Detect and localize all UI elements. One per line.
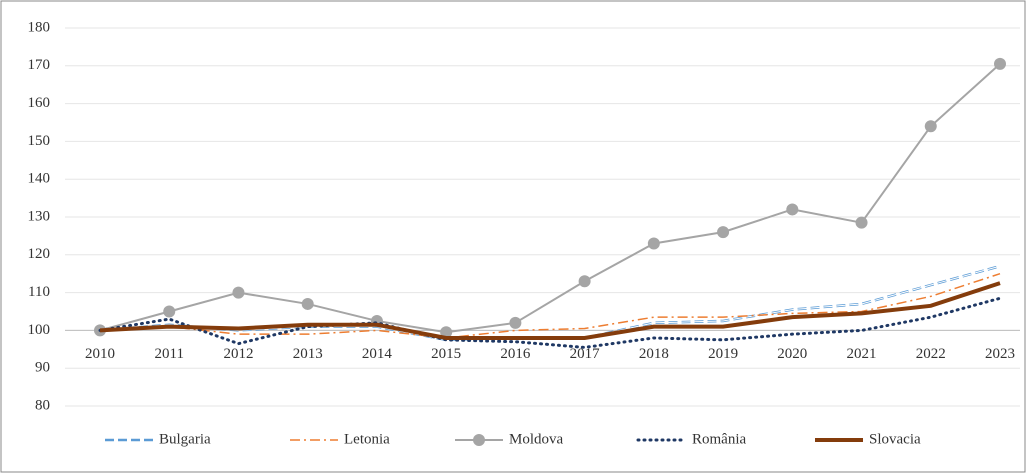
- y-tick-label: 110: [28, 284, 50, 300]
- legend-label: Moldova: [509, 431, 564, 447]
- y-tick-label: 100: [28, 322, 51, 338]
- series-line: [99, 63, 1001, 334]
- legend-label: România: [692, 431, 746, 447]
- y-tick-label: 130: [28, 208, 51, 224]
- series-line: [99, 281, 1001, 340]
- x-tick-label: 2014: [362, 346, 393, 362]
- x-tick-label: 2019: [708, 346, 738, 362]
- data-point: [717, 226, 730, 239]
- y-tick-label: 180: [28, 19, 51, 35]
- x-tick-label: 2021: [847, 346, 877, 362]
- data-point: [994, 57, 1006, 70]
- x-tick-label: 2020: [777, 346, 807, 362]
- legend-label: Slovacia: [869, 431, 921, 447]
- x-tick-label: 2023: [985, 346, 1015, 362]
- legend-label: Letonia: [344, 431, 390, 447]
- x-tick-label: 2017: [570, 346, 601, 362]
- data-point: [578, 275, 591, 288]
- y-tick-label: 150: [28, 133, 51, 149]
- x-tick-label: 2016: [500, 346, 531, 362]
- y-tick-label: 160: [28, 95, 51, 111]
- x-tick-label: 2022: [916, 346, 946, 362]
- x-tick-label: 2010: [85, 346, 115, 362]
- data-point: [924, 120, 937, 133]
- y-tick-label: 120: [28, 246, 51, 262]
- y-tick-label: 90: [35, 360, 50, 376]
- y-tick-label: 140: [28, 171, 51, 187]
- x-tick-label: 2012: [223, 346, 253, 362]
- y-tick-label: 80: [35, 397, 50, 413]
- x-tick-label: 2018: [639, 346, 669, 362]
- legend-label: Bulgaria: [159, 431, 211, 447]
- data-point: [301, 297, 314, 310]
- data-point: [232, 286, 245, 299]
- y-tick-label: 170: [28, 57, 51, 73]
- data-point: [163, 305, 176, 318]
- series-line: [98, 296, 1002, 349]
- x-tick-label: 2011: [155, 346, 184, 362]
- legend-marker: [473, 434, 485, 446]
- data-point: [647, 237, 660, 250]
- data-point: [440, 326, 453, 339]
- data-point: [509, 316, 522, 329]
- x-tick-label: 2013: [293, 346, 323, 362]
- data-point: [855, 216, 868, 229]
- data-point: [786, 203, 799, 216]
- x-tick-label: 2015: [431, 346, 461, 362]
